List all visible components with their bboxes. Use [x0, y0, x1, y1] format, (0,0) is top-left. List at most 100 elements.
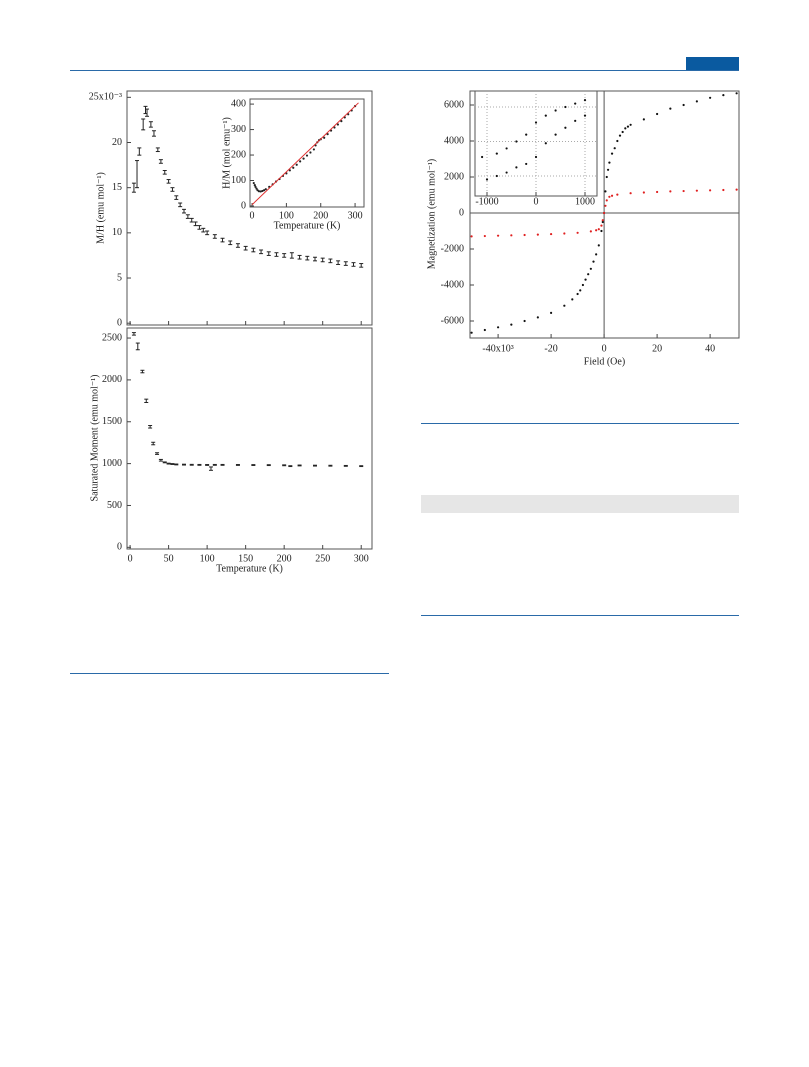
data-point [735, 92, 738, 95]
data-point [604, 204, 607, 207]
data-point [309, 151, 312, 154]
header-tab [686, 57, 739, 70]
x-tick-label: 0 [250, 210, 255, 221]
x-tick-label: 40 [705, 343, 715, 354]
data-point [595, 229, 598, 232]
data-point [544, 114, 547, 117]
y-tick-label: 400 [231, 98, 246, 109]
data-point [264, 188, 267, 191]
data-point [709, 96, 712, 99]
data-point [483, 328, 486, 332]
y-tick-label: 25x10⁻³ [89, 92, 122, 103]
error-bar [174, 463, 179, 466]
error-bar [220, 463, 225, 466]
data-point [616, 139, 619, 143]
error-bar [144, 398, 149, 404]
data-point [682, 189, 685, 193]
data-point [496, 234, 500, 237]
error-bar [141, 118, 146, 131]
data-point [597, 228, 600, 231]
error-bar [266, 464, 271, 467]
error-bar [297, 464, 302, 467]
x-tick-label: 100 [279, 210, 294, 221]
y-tick-label: -2000 [441, 243, 464, 254]
error-bar [274, 252, 279, 257]
error-bar [137, 147, 142, 156]
data-point [576, 231, 579, 234]
data-point [549, 232, 553, 236]
error-bar [312, 464, 317, 467]
data-point [302, 157, 305, 160]
x-tick-label: 20 [652, 343, 662, 354]
error-bar [336, 260, 341, 265]
data-point [592, 260, 595, 263]
data-point [510, 234, 513, 237]
data-point [525, 133, 528, 136]
data-point [340, 120, 343, 123]
data-point [722, 94, 725, 97]
error-bar [359, 465, 364, 468]
error-bar [259, 249, 264, 255]
error-bar [162, 461, 167, 464]
data-point [574, 119, 577, 122]
data-point [254, 185, 257, 188]
error-bar [235, 464, 240, 466]
error-bar [170, 463, 175, 465]
x-tick-label: -20 [544, 343, 557, 354]
error-bar [151, 130, 156, 137]
data-point [295, 163, 298, 166]
data-point [510, 323, 513, 326]
data-point [574, 102, 577, 105]
error-bar [158, 458, 163, 462]
y-tick-label: 20 [112, 137, 122, 148]
error-bar [312, 256, 317, 262]
data-point [259, 190, 262, 193]
data-point [495, 174, 498, 178]
y-tick-label: 10 [112, 227, 122, 238]
error-bar [155, 147, 160, 153]
error-bar [212, 463, 217, 466]
data-point [618, 134, 622, 137]
data-point [624, 127, 627, 130]
data-point [605, 199, 608, 202]
error-bar [205, 230, 210, 236]
y-tick-label: 0 [241, 200, 246, 211]
data-point [600, 229, 603, 233]
error-bar [158, 159, 163, 164]
error-bar [289, 252, 294, 259]
y-tick-label: 0 [459, 207, 464, 218]
error-bar [266, 251, 271, 256]
plot-frame [249, 98, 365, 208]
plot-frame [126, 90, 373, 326]
error-bar [305, 255, 310, 261]
error-bar [320, 257, 325, 263]
error-bar [185, 214, 190, 219]
data-point [563, 304, 566, 307]
x-tick-label: 100 [200, 553, 215, 564]
error-bar [135, 160, 140, 189]
x-tick-label: 300 [348, 210, 363, 221]
error-bar [282, 464, 287, 467]
error-bar [135, 342, 140, 351]
data-point [581, 283, 585, 287]
y-tick-label: 2500 [102, 332, 122, 343]
data-point [642, 191, 645, 194]
data-point [576, 292, 579, 296]
y-tick-label: 1500 [102, 416, 122, 427]
error-bar [251, 464, 256, 466]
error-bar [174, 195, 179, 200]
y-tick-label: 200 [231, 149, 246, 160]
error-bar [197, 225, 202, 230]
data-point [583, 99, 587, 102]
y-tick-label: 0 [117, 317, 122, 328]
x-tick-label: 200 [277, 553, 292, 564]
error-bar [201, 227, 206, 233]
error-bar [205, 464, 210, 466]
data-point [534, 121, 538, 124]
error-bar [243, 245, 248, 251]
data-point [470, 235, 473, 238]
y-tick-label: 2000 [102, 374, 122, 385]
y-tick-label: 5 [117, 272, 122, 283]
data-point [571, 298, 574, 301]
